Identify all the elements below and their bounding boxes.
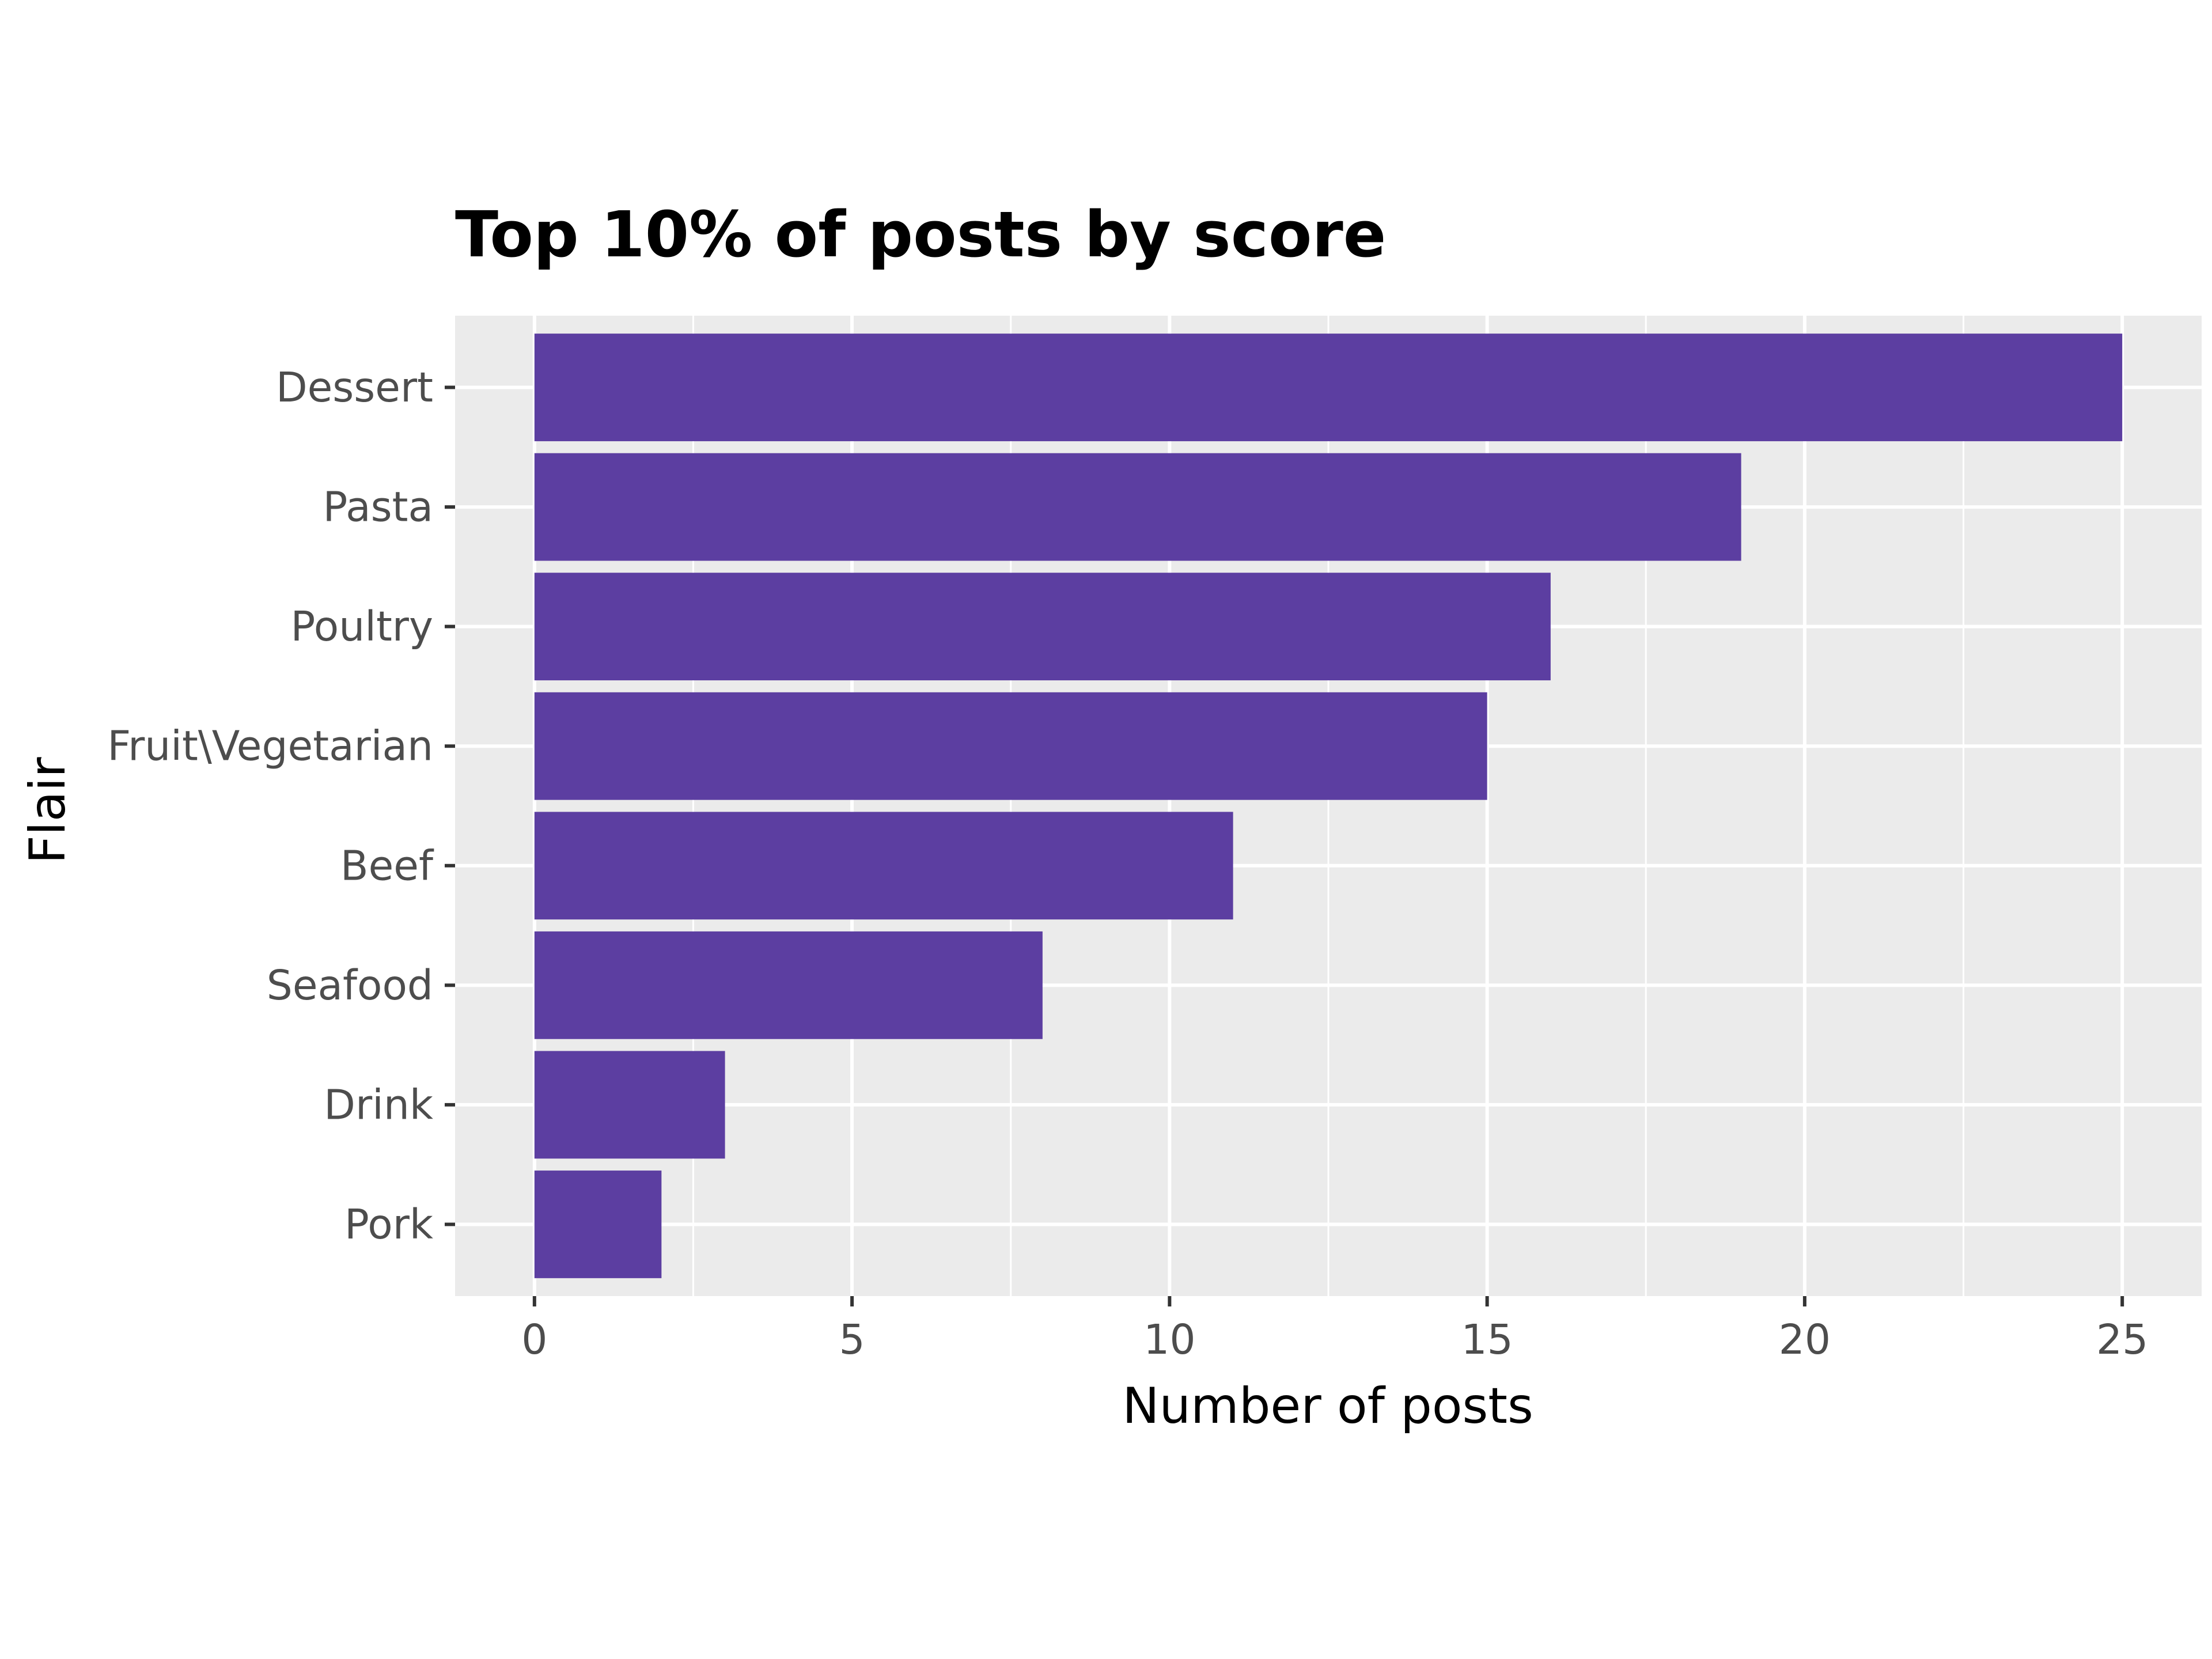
y-tick-label: Fruit\Vegetarian [107, 722, 433, 770]
y-tick-label: Drink [324, 1081, 433, 1128]
bars-group [534, 334, 2123, 1278]
y-tick-label: Poultry [291, 603, 434, 650]
bar-fruit-vegetarian [534, 692, 1487, 800]
y-tick-label: Pork [344, 1200, 433, 1248]
x-tick-label: 5 [839, 1316, 865, 1363]
y-tick-label: Dessert [276, 363, 433, 411]
bar-seafood [534, 931, 1043, 1039]
y-tick-label: Beef [340, 842, 434, 889]
x-tick-label: 10 [1143, 1316, 1195, 1363]
bar-dessert [534, 334, 2123, 441]
bar-pork [534, 1171, 662, 1278]
x-tick-label: 0 [521, 1316, 547, 1363]
x-axis: 0 5 10 15 20 25 [521, 1296, 2148, 1363]
x-tick-label: 15 [1461, 1316, 1513, 1363]
y-axis-title: Flair [19, 757, 77, 864]
bar-beef [534, 812, 1233, 920]
x-tick-label: 20 [1779, 1316, 1831, 1363]
y-tick-label: Pasta [323, 483, 433, 531]
y-tick-label: Seafood [267, 961, 433, 1009]
x-axis-title: Number of posts [1122, 1377, 1533, 1435]
bar-poultry [534, 573, 1551, 681]
chart-title: Top 10% of posts by score [455, 198, 1386, 271]
y-axis: Dessert Pasta Poultry Fruit\Vegetarian Beef S… [107, 363, 455, 1248]
bar-drink [534, 1051, 725, 1159]
bar-pasta [534, 453, 1741, 561]
x-tick-label: 25 [2096, 1316, 2148, 1363]
